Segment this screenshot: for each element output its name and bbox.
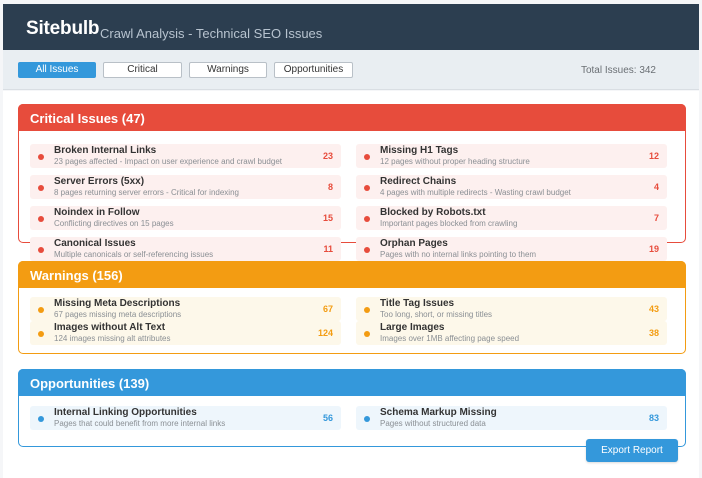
severity-dot-icon [364,416,370,422]
severity-dot-icon [364,154,370,160]
issue-title: Internal Linking Opportunities [54,407,197,418]
severity-dot-icon [364,216,370,222]
top-header: Sitebulb Crawl Analysis - Technical SEO … [3,4,699,50]
issue-orphan-pages[interactable]: Orphan Pages Pages with no internal link… [356,237,667,261]
issue-server-errors[interactable]: Server Errors (5xx) 8 pages returning se… [30,175,341,199]
issue-count: 19 [648,244,659,254]
issue-count: 43 [648,304,659,314]
critical-issues-section: Critical Issues (47) Broken Internal Lin… [18,104,686,261]
warnings-section: Warnings (156) Missing Meta Descriptions… [18,261,686,354]
issue-description: Pages with no internal links pointing to… [380,250,537,259]
issue-count: 23 [322,151,333,161]
issue-title: Server Errors (5xx) [54,176,145,187]
severity-dot-icon [38,185,44,191]
issue-title: Title Tag Issues [380,298,455,309]
severity-dot-icon [364,247,370,253]
issue-count: 11 [323,244,333,254]
issue-broken-internal-links[interactable]: Broken Internal Links 23 pages affected … [30,144,341,168]
issue-canonical-issues[interactable]: Canonical Issues Multiple canonicals or … [30,237,341,261]
warning-title-tag-issues[interactable]: Title Tag Issues Too long, short, or mis… [356,297,667,321]
export-report-button[interactable]: Export Report [586,439,678,462]
opportunities-section: Opportunities (139) Internal Linking Opp… [18,369,686,447]
issue-missing-h1-tags[interactable]: Missing H1 Tags 12 pages without proper … [356,144,667,168]
issue-count: 15 [322,213,333,223]
filter-warnings-button[interactable]: Warnings [189,62,267,78]
issue-count: 38 [648,328,659,338]
issue-description: 12 pages without proper heading structur… [380,157,530,166]
warning-missing-meta-descriptions[interactable]: Missing Meta Descriptions 67 pages missi… [30,297,341,321]
issue-title: Canonical Issues [54,238,136,249]
severity-dot-icon [38,307,44,313]
issue-description: Pages that could benefit from more inter… [54,419,226,428]
issue-description: Multiple canonicals or self-referencing … [54,250,214,259]
issue-count: 7 [653,213,659,223]
issue-title: Missing Meta Descriptions [54,298,181,309]
issue-title: Schema Markup Missing [380,407,497,418]
issue-count: 8 [327,182,333,192]
issue-blocked-by-robots[interactable]: Blocked by Robots.txt Important pages bl… [356,206,667,230]
issue-noindex-in-follow[interactable]: Noindex in Follow Conflicting directives… [30,206,341,230]
issue-count: 4 [653,182,659,192]
issue-title: Missing H1 Tags [380,145,459,156]
opportunity-schema-markup[interactable]: Schema Markup Missing Pages without stru… [356,406,667,430]
issue-description: Conflicting directives on 15 pages [54,219,174,228]
issue-title: Blocked by Robots.txt [380,207,486,218]
opportunities-header: Opportunities (139) [18,369,686,396]
page-subtitle: Crawl Analysis - Technical SEO Issues [100,26,323,41]
issue-description: 67 pages missing meta descriptions [54,310,182,319]
issue-description: Important pages blocked from crawling [380,219,518,228]
issue-count: 124 [317,328,333,338]
issue-title: Images without Alt Text [54,322,166,333]
critical-issues-header: Critical Issues (47) [18,104,686,131]
issue-description: Too long, short, or missing titles [380,310,493,319]
issue-description: 124 images missing alt attributes [54,334,171,343]
issue-description: 4 pages with multiple redirects - Wastin… [380,188,571,197]
issue-description: 8 pages returning server errors - Critic… [54,188,239,197]
issue-title: Noindex in Follow [54,207,140,218]
issue-redirect-chains[interactable]: Redirect Chains 4 pages with multiple re… [356,175,667,199]
issue-title: Broken Internal Links [54,145,157,156]
issue-title: Orphan Pages [380,238,448,249]
opportunity-internal-linking[interactable]: Internal Linking Opportunities Pages tha… [30,406,341,430]
filter-critical-button[interactable]: Critical [103,62,182,78]
total-issues-count: Total Issues: 342 [580,65,656,76]
severity-dot-icon [38,416,44,422]
issue-count: 67 [322,304,333,314]
severity-dot-icon [364,185,370,191]
severity-dot-icon [38,331,44,337]
issue-count: 12 [648,151,659,161]
issue-description: Pages without structured data [380,419,486,428]
warnings-header: Warnings (156) [18,261,686,288]
severity-dot-icon [364,331,370,337]
issue-title: Large Images [380,322,445,333]
severity-dot-icon [364,307,370,313]
issue-description: 23 pages affected - Impact on user exper… [54,157,282,166]
severity-dot-icon [38,216,44,222]
app-logo: Sitebulb [26,18,100,39]
filter-all-issues-button[interactable]: All Issues [18,62,96,78]
issue-count: 83 [648,413,659,423]
severity-dot-icon [38,154,44,160]
issue-description: Images over 1MB affecting page speed [380,334,520,343]
severity-dot-icon [38,247,44,253]
issue-count: 56 [322,413,333,423]
warning-images-without-alt[interactable]: Images without Alt Text 124 images missi… [30,321,341,345]
issue-title: Redirect Chains [380,176,457,187]
filter-opportunities-button[interactable]: Opportunities [274,62,353,78]
warning-large-images[interactable]: Large Images Images over 1MB affecting p… [356,321,667,345]
filter-bar: All Issues Critical Warnings Opportuniti… [3,50,699,90]
